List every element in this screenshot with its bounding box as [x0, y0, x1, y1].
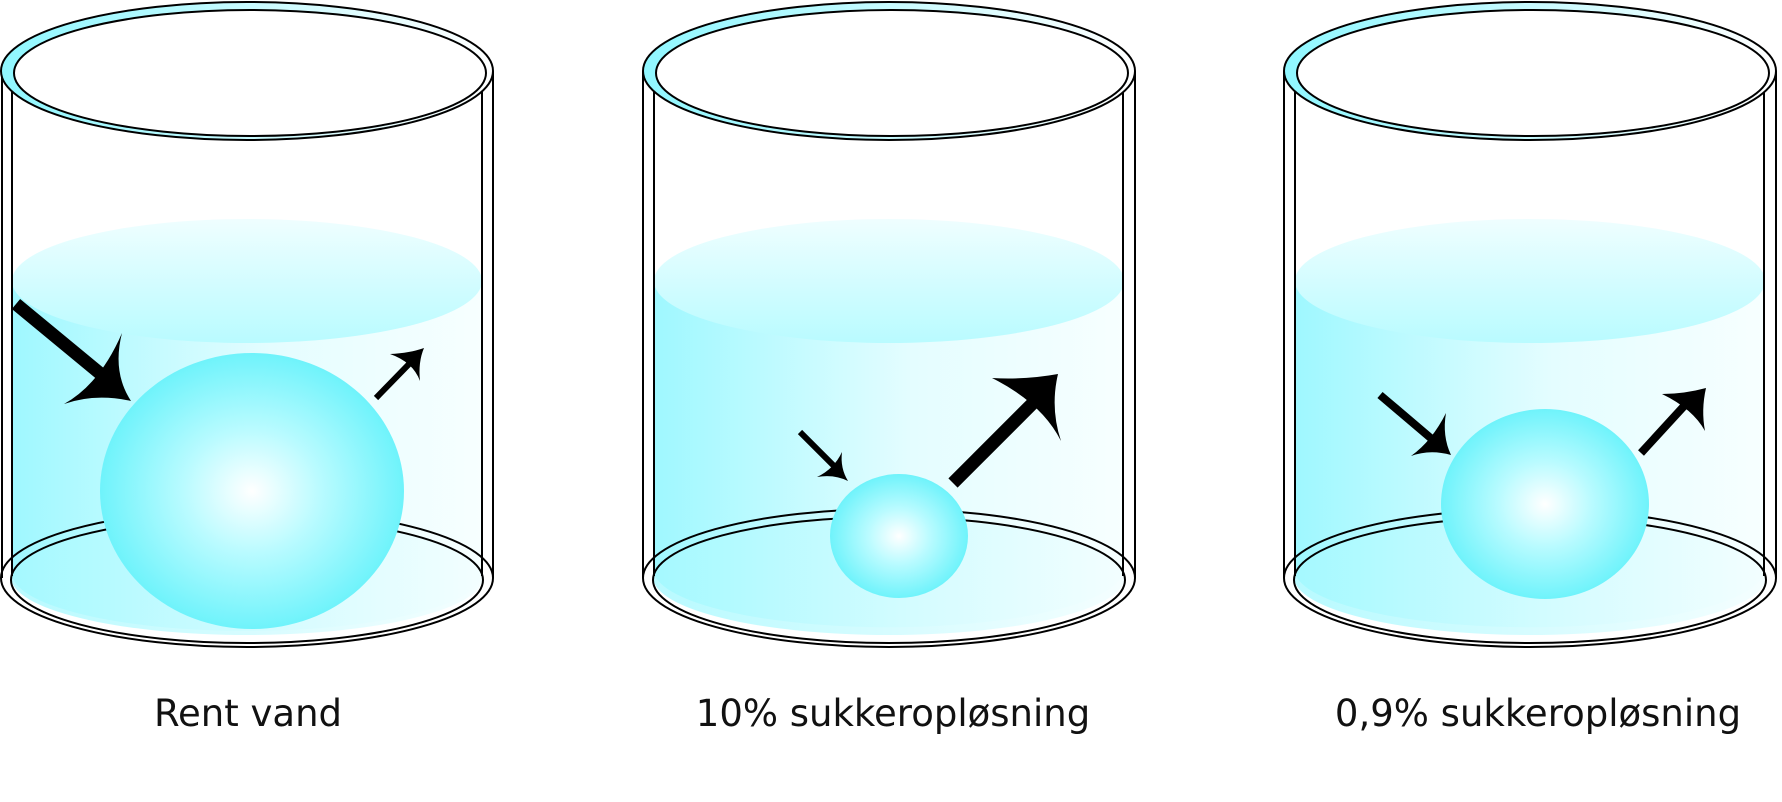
arrow-water-in-medium — [1377, 391, 1451, 456]
arrow-water-out-small — [373, 348, 424, 401]
glass-rim-inner — [655, 9, 1129, 137]
water-surface — [654, 219, 1124, 343]
water-surface — [12, 219, 482, 343]
arrow-water-out-large — [948, 374, 1061, 488]
beaker-label: 0,9% sukkeropløsning — [1335, 692, 1741, 735]
cell-swollen — [100, 353, 404, 629]
beaker-label: Rent vand — [154, 692, 342, 735]
cell-shrunken — [830, 474, 968, 598]
beaker-10-procent: 10% sukkeropløsning — [642, 1, 1136, 735]
beaker-label: 10% sukkeropløsning — [696, 692, 1090, 735]
water-surface — [1295, 219, 1765, 343]
beaker-0-9-procent: 0,9% sukkeropløsning — [1283, 1, 1777, 735]
cell-normal — [1441, 409, 1649, 599]
arrow-water-out-medium — [1638, 388, 1706, 456]
arrow-water-in-small — [797, 429, 848, 481]
glass-rim-inner — [1296, 9, 1770, 137]
arrow-water-in-large — [11, 298, 131, 404]
beaker-rent-vand: Rent vand — [0, 1, 494, 735]
glass-rim-inner — [13, 9, 487, 137]
